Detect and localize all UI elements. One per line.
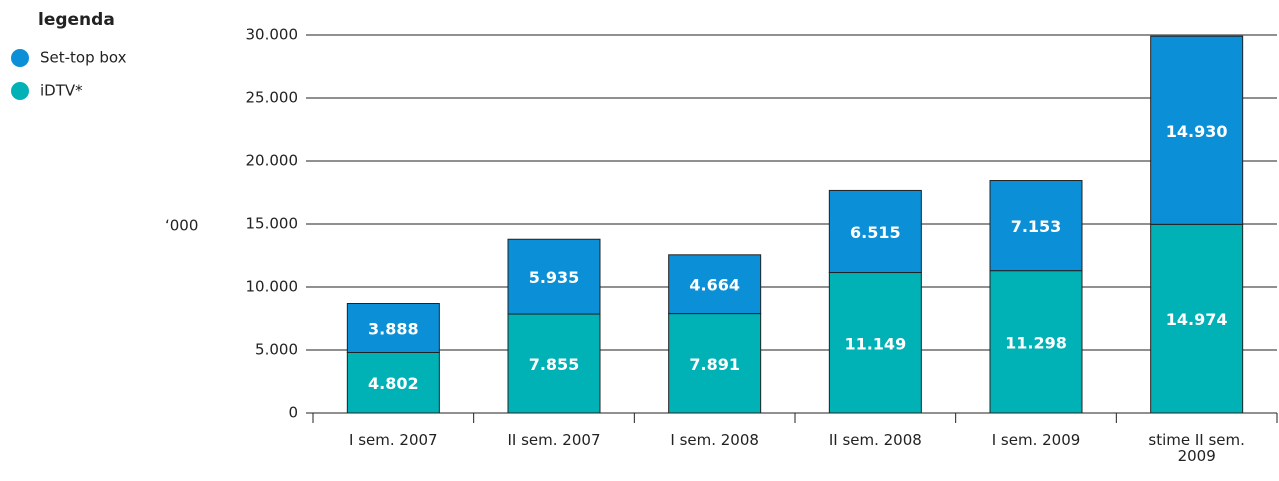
bar-segment — [828, 189, 922, 274]
bar-segment — [507, 238, 601, 315]
data-label: 4.664 — [689, 276, 740, 295]
legend-swatch — [11, 49, 29, 67]
x-tick-label: II sem. 2007 — [507, 431, 601, 449]
y-tick-label: 5.000 — [255, 341, 298, 359]
data-label: 7.855 — [529, 355, 580, 374]
legend-label: Set-top box — [40, 49, 127, 67]
data-label: 7.153 — [1011, 217, 1062, 236]
x-tick-label: I sem. 2008 — [670, 431, 759, 449]
data-label: 4.802 — [368, 374, 419, 393]
bar-segment — [346, 303, 440, 353]
data-label: 6.515 — [850, 223, 901, 242]
legend-swatch — [11, 82, 29, 100]
y-axis-label: ‘000 — [165, 217, 198, 235]
bar-segment — [989, 180, 1083, 272]
data-label: 11.298 — [1005, 333, 1067, 352]
legend-title: legenda — [38, 10, 115, 30]
data-label: 14.974 — [1166, 310, 1228, 329]
data-label: 7.891 — [689, 355, 740, 374]
data-label: 5.935 — [529, 268, 580, 287]
data-label: 14.930 — [1166, 122, 1228, 141]
bar-segment — [668, 254, 762, 315]
x-tick-label: I sem. 2007 — [349, 431, 438, 449]
x-tick-label: II sem. 2008 — [828, 431, 922, 449]
y-tick-label: 20.000 — [246, 152, 299, 170]
bar-segment — [1150, 35, 1244, 225]
bar-segment — [346, 351, 440, 414]
x-tick-label: stime II sem. 2009 — [1148, 431, 1245, 465]
y-tick-label: 0 — [288, 404, 298, 422]
y-tick-label: 15.000 — [246, 215, 299, 233]
bar-segment — [1150, 223, 1244, 414]
y-tick-label: 30.000 — [246, 26, 299, 44]
y-tick-label: 25.000 — [246, 89, 299, 107]
bar-segment — [989, 270, 1083, 414]
bar-segment — [828, 272, 922, 414]
legend-label: iDTV* — [40, 82, 83, 100]
data-label: 3.888 — [368, 320, 419, 339]
bar-segment — [668, 313, 762, 414]
x-tick-label: I sem. 2009 — [991, 431, 1081, 449]
data-label: 11.149 — [844, 334, 906, 353]
bar-segment — [507, 313, 601, 414]
y-tick-label: 10.000 — [246, 278, 299, 296]
